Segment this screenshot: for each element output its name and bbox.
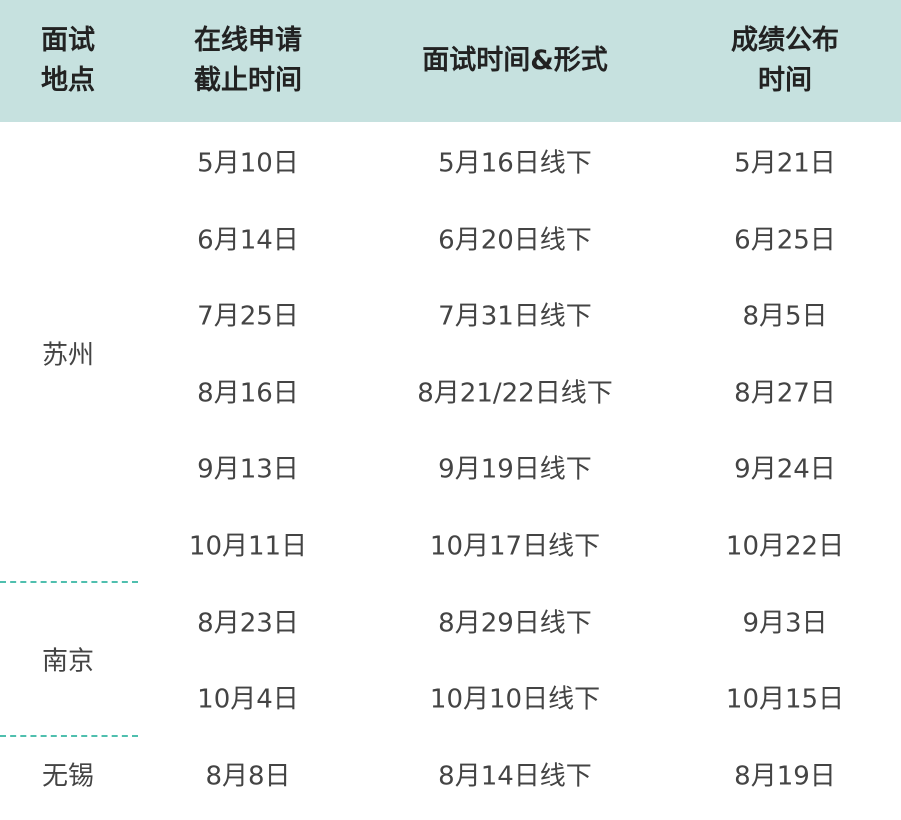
interview-cell: 7月31日线下 <box>438 301 592 332</box>
deadline-cell: 10月11日 <box>188 531 308 562</box>
deadline-cell: 6月14日 <box>197 225 299 256</box>
deadline-cell: 5月10日 <box>197 148 299 179</box>
deadline-cell: 8月23日 <box>197 608 299 639</box>
group-divider <box>0 581 138 584</box>
deadline-cell: 7月25日 <box>197 301 299 332</box>
deadline-cell: 9月13日 <box>197 454 299 485</box>
header-result: 成绩公布时间 <box>731 25 839 96</box>
city-cell: 苏州 <box>41 340 95 371</box>
result-cell: 8月27日 <box>734 378 836 409</box>
header-deadline: 在线申请 截止时间 <box>194 25 302 96</box>
interview-cell: 9月19日线下 <box>438 454 592 485</box>
header-location: 面试 地点 <box>41 25 95 96</box>
interview-cell: 6月20日线下 <box>438 225 592 256</box>
result-cell: 6月25日 <box>734 225 836 256</box>
interview-cell: 10月10日线下 <box>429 684 601 715</box>
table-header <box>0 0 901 122</box>
interview-cell: 8月29日线下 <box>438 608 592 639</box>
interview-cell: 8月14日线下 <box>438 761 592 792</box>
interview-cell: 10月17日线下 <box>429 531 601 562</box>
header-interview: 面试时间&形式 <box>422 45 608 76</box>
group-divider <box>0 734 138 737</box>
interview-cell: 5月16日线下 <box>438 148 592 179</box>
interview-cell: 8月21/22日线下 <box>417 378 613 409</box>
result-cell: 8月19日 <box>734 761 836 792</box>
result-cell: 9月24日 <box>734 454 836 485</box>
result-cell: 8月5日 <box>742 301 828 332</box>
result-cell: 9月3日 <box>742 608 828 639</box>
city-cell: 南京 <box>41 646 95 677</box>
deadline-cell: 10月4日 <box>197 684 299 715</box>
result-cell: 10月22日 <box>725 531 845 562</box>
result-cell: 5月21日 <box>734 148 836 179</box>
deadline-cell: 8月8日 <box>205 761 291 792</box>
result-cell: 10月15日 <box>725 684 845 715</box>
deadline-cell: 8月16日 <box>197 378 299 409</box>
city-cell: 无锡 <box>41 761 95 792</box>
